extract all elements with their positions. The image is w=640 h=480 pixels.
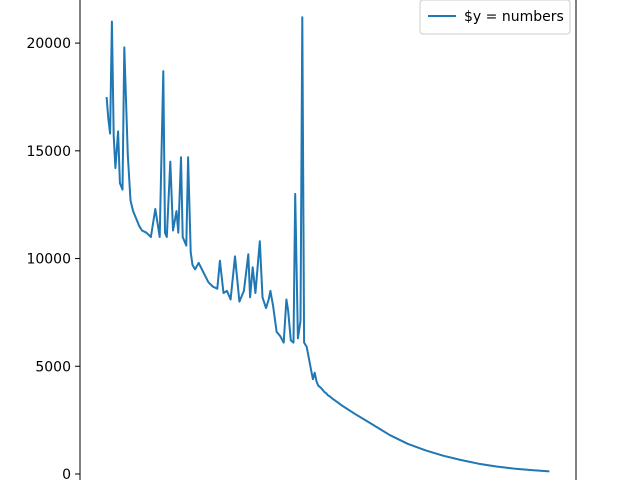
y-tick-label: 5000 xyxy=(35,359,71,375)
y-tick-label: 15000 xyxy=(26,144,71,160)
legend-box xyxy=(419,0,571,35)
legend-label: $y = numbers xyxy=(464,9,564,25)
legend: $y = numbers xyxy=(419,0,571,35)
y-tick-label: 10000 xyxy=(26,252,71,268)
series-line-0 xyxy=(105,16,550,473)
y-axis-ticks: 0 5000 10000 15000 20000 xyxy=(26,36,80,480)
plot-area xyxy=(105,16,550,473)
y-tick-label: 0 xyxy=(62,467,71,480)
y-tick-label: 20000 xyxy=(26,36,71,52)
